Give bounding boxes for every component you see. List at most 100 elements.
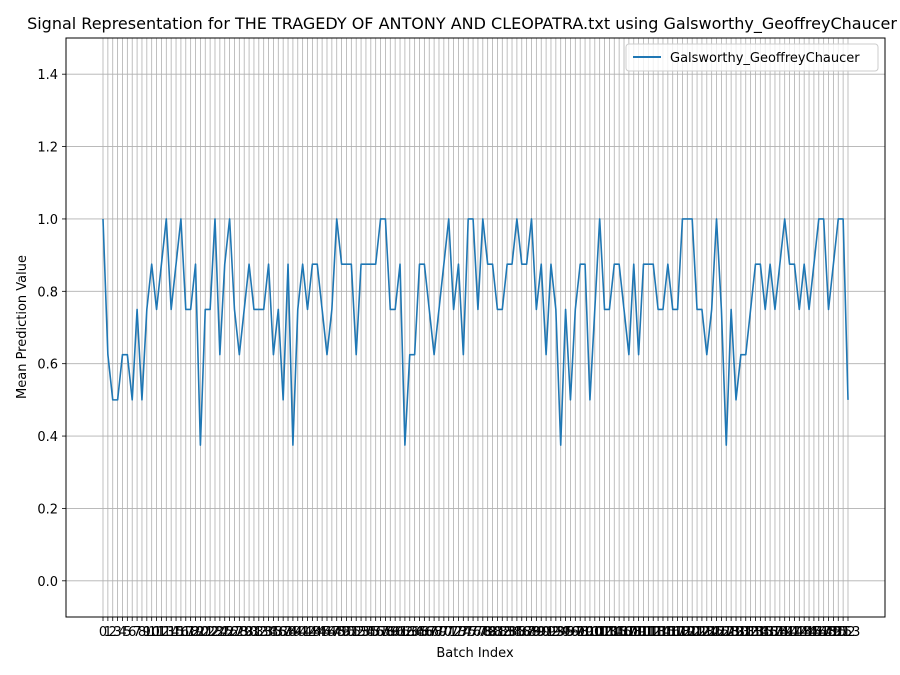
x-tick-label: 108 [616,625,641,640]
y-tick-label: 1.4 [37,68,58,83]
x-tick-label: 16 [173,625,190,640]
x-tick-label: 116 [655,625,680,640]
x-tick-label: 49 [333,625,350,640]
x-tick-label: 129 [719,625,744,640]
x-tick-label: 3 [113,625,121,640]
x-tick-label: 88 [523,625,540,640]
x-tick-label: 122 [685,625,710,640]
x-tick-label: 65 [411,625,428,640]
x-tick-label: 135 [748,625,773,640]
x-tick-label: 143 [787,625,812,640]
x-tick-label: 70 [436,625,453,640]
x-tick-label: 12 [153,625,170,640]
y-tick-label: 0.0 [37,575,58,590]
x-gridlines [102,38,849,617]
y-axis-ticks: 0.0 0.2 0.4 0.6 0.8 1.0 1.2 1.4 [37,68,66,590]
x-tick-label: 75 [460,625,477,640]
x-tick-label: 17 [178,625,195,640]
x-tick-label: 48 [328,625,345,640]
x-tick-label: 21 [197,625,214,640]
x-tick-label: 15 [168,625,185,640]
plot-area-frame [65,37,886,618]
x-tick-label: 6 [128,625,136,640]
x-tick-label: 96 [562,625,579,640]
x-tick-label: 102 [587,625,612,640]
legend-box [625,43,879,72]
x-tick-label: 151 [826,625,851,640]
x-tick-label: 56 [367,625,384,640]
x-tick-label: 148 [811,625,836,640]
x-tick-label: 137 [758,625,783,640]
x-tick-label: 112 [636,625,661,640]
x-tick-label: 32 [251,625,268,640]
x-tick-label: 113 [641,625,666,640]
x-tick-label: 83 [499,625,516,640]
x-tick-label: 97 [567,625,584,640]
x-tick-label: 29 [236,625,253,640]
y-gridlines [66,73,885,582]
x-tick-label: 126 [704,625,729,640]
x-tick-label: 139 [767,625,792,640]
x-tick-label: 9 [143,625,151,640]
x-tick-label: 124 [694,625,719,640]
x-tick-label: 141 [777,625,802,640]
x-tick-label: 78 [475,625,492,640]
x-tick-label: 136 [753,625,778,640]
series-line [102,218,849,446]
x-tick-label: 120 [675,625,700,640]
x-tick-label: 110 [626,625,651,640]
x-tick-label: 36 [270,625,287,640]
x-tick-label: 123 [690,625,715,640]
x-tick-label: 51 [343,625,360,640]
x-tick-label: 37 [275,625,292,640]
chart-title: Signal Representation for THE TRAGEDY OF… [27,14,897,34]
x-axis-ticks: 0123456789101112131415161718192021222324… [99,617,861,640]
x-tick-label: 80 [484,625,501,640]
x-tick-label: 103 [592,625,617,640]
x-tick-label: 43 [304,625,321,640]
x-tick-label: 57 [372,625,389,640]
x-tick-label: 89 [528,625,545,640]
x-tick-label: 31 [246,625,263,640]
x-tick-label: 47 [324,625,341,640]
x-tick-label: 134 [743,625,768,640]
y-tick-label: 0.2 [37,502,58,517]
x-tick-label: 77 [470,625,487,640]
x-tick-label: 25 [216,625,233,640]
x-tick-label: 22 [202,625,219,640]
x-tick-label: 76 [465,625,482,640]
x-tick-label: 150 [821,625,846,640]
x-tick-label: 86 [513,625,530,640]
x-tick-label: 13 [158,625,175,640]
x-tick-label: 117 [660,625,685,640]
x-tick-label: 55 [363,625,380,640]
x-tick-label: 105 [602,625,627,640]
x-tick-label: 147 [806,625,831,640]
x-tick-label: 46 [319,625,336,640]
x-tick-label: 93 [548,625,565,640]
x-tick-label: 87 [518,625,535,640]
x-tick-label: 106 [607,625,632,640]
y-axis-label: Mean Prediction Value [15,255,30,399]
x-tick-label: 74 [455,625,472,640]
x-tick-label: 84 [504,625,521,640]
x-tick-label: 19 [187,625,204,640]
x-tick-label: 0 [99,625,107,640]
x-tick-label: 28 [231,625,248,640]
x-tick-label: 59 [382,625,399,640]
y-tick-label: 0.8 [37,285,58,300]
x-tick-label: 40 [289,625,306,640]
x-tick-label: 138 [763,625,788,640]
x-tick-label: 111 [631,625,656,640]
x-tick-label: 130 [724,625,749,640]
x-tick-label: 54 [358,625,375,640]
y-tick-label: 0.6 [37,358,58,373]
x-axis-label: Batch Index [436,646,514,661]
x-tick-label: 109 [621,625,646,640]
x-tick-label: 153 [836,625,861,640]
x-tick-label: 42 [299,625,316,640]
x-tick-label: 82 [494,625,511,640]
x-tick-label: 60 [387,625,404,640]
x-tick-label: 26 [221,625,238,640]
